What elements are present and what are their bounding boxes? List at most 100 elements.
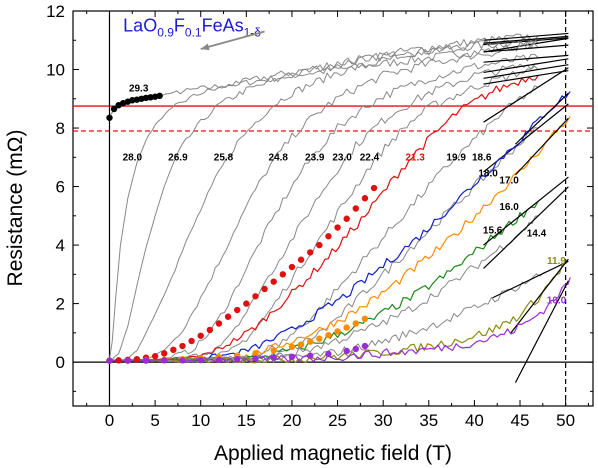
curve-label-14-4: 14.4 bbox=[527, 228, 547, 239]
x-ticks: 0 5 10 15 20 25 30 35 40 45 50 bbox=[86, 11, 589, 430]
marker-3-4 bbox=[179, 357, 186, 364]
marker-1-14 bbox=[234, 306, 241, 314]
curve-19-9 bbox=[109, 85, 539, 363]
marker-3-8 bbox=[252, 355, 259, 362]
marker-1-23 bbox=[316, 241, 323, 249]
marker-3-1 bbox=[124, 357, 131, 364]
fit-line-11 bbox=[515, 92, 569, 145]
fit-line-12 bbox=[515, 117, 569, 176]
x-tick-label-15: 15 bbox=[237, 411, 256, 430]
plot-frame bbox=[72, 10, 594, 407]
marker-1-1 bbox=[115, 357, 122, 364]
marker-2-11 bbox=[297, 341, 305, 348]
marker-2-14 bbox=[325, 331, 332, 339]
x-tick-label-30: 30 bbox=[374, 411, 393, 430]
curve-22-4 bbox=[109, 65, 539, 363]
marker-3-3 bbox=[161, 357, 168, 364]
fit-line-2 bbox=[483, 32, 569, 41]
fit-line-4 bbox=[483, 44, 569, 53]
marker-1-22 bbox=[306, 249, 314, 256]
x-tick-label-40: 40 bbox=[465, 411, 484, 430]
y-axis-title: Resistance (mΩ) bbox=[4, 130, 27, 287]
fit-line-7 bbox=[483, 64, 569, 79]
curve-label-29-3: 29.3 bbox=[129, 84, 149, 95]
marker-1-5 bbox=[151, 353, 159, 360]
marker-1-17 bbox=[261, 285, 268, 293]
curve-label-24-8: 24.8 bbox=[269, 152, 289, 163]
curve-label-15-6: 15.6 bbox=[483, 225, 503, 236]
curve-25-8 bbox=[109, 36, 539, 362]
x-axis-title: Applied magnetic field (T) bbox=[214, 442, 452, 465]
fit-line-3 bbox=[483, 35, 569, 44]
marker-1-6 bbox=[161, 350, 168, 357]
marker-1-13 bbox=[224, 313, 232, 320]
marker-3-6 bbox=[215, 356, 223, 363]
x-tick-label-0: 0 bbox=[105, 411, 114, 430]
marker-1-12 bbox=[215, 320, 223, 327]
curve-label-25-8: 25.8 bbox=[214, 152, 234, 163]
y-ticks: 0 2 4 6 8 10 12 bbox=[46, 2, 593, 392]
curve-label-19-9: 19.9 bbox=[446, 152, 466, 163]
formula-part-4: FeAs bbox=[202, 15, 244, 35]
marker-0-1 bbox=[110, 105, 118, 113]
formula-label: LaO0.9F0.1FeAs1-δ bbox=[123, 15, 261, 39]
fit-line-17 bbox=[514, 280, 569, 383]
marker-3-10 bbox=[288, 353, 296, 361]
marker-1-15 bbox=[243, 300, 250, 307]
marker-2-12 bbox=[306, 338, 314, 345]
curve-10-0 bbox=[109, 277, 571, 363]
fit-line-16 bbox=[510, 258, 569, 334]
fit-line-13 bbox=[483, 176, 569, 246]
marker-2-9 bbox=[270, 347, 277, 354]
marker-1-25 bbox=[334, 224, 341, 231]
marker-1-11 bbox=[206, 326, 214, 334]
marker-0-0 bbox=[106, 114, 113, 121]
marker-1-16 bbox=[252, 293, 259, 300]
series-markers bbox=[106, 92, 378, 364]
fit-line-15 bbox=[492, 260, 569, 299]
marker-1-9 bbox=[188, 337, 195, 345]
marker-3-11 bbox=[306, 352, 314, 359]
curve-label-11-9: 11.9 bbox=[547, 256, 566, 267]
marker-2-18 bbox=[361, 315, 369, 323]
marker-1-19 bbox=[279, 271, 287, 278]
marker-3-14 bbox=[352, 345, 360, 353]
marker-1-26 bbox=[343, 215, 350, 222]
fit-line-0 bbox=[483, 37, 569, 53]
marker-2-17 bbox=[352, 320, 360, 327]
marker-1-8 bbox=[179, 342, 186, 350]
formula-part-3: 0.1 bbox=[185, 25, 202, 39]
marker-3-0 bbox=[106, 357, 113, 364]
fit-line-14 bbox=[483, 186, 569, 269]
curve-label-22-4: 22.4 bbox=[360, 152, 380, 163]
arrow-shaft bbox=[200, 30, 265, 50]
y-tick-label-12: 12 bbox=[46, 2, 65, 21]
marker-2-16 bbox=[343, 324, 350, 331]
marker-3-5 bbox=[197, 356, 204, 364]
marker-1-18 bbox=[270, 278, 277, 285]
fit-line-5 bbox=[483, 54, 569, 63]
x-tick-label-35: 35 bbox=[419, 411, 438, 430]
marker-1-29 bbox=[370, 184, 378, 192]
marker-3-2 bbox=[142, 357, 150, 364]
curve-26-9 bbox=[109, 33, 539, 362]
curve-23-9 bbox=[109, 53, 539, 362]
formula-part-0: LaO bbox=[123, 15, 157, 35]
marker-2-10 bbox=[288, 343, 296, 351]
curve-28-0 bbox=[109, 36, 539, 360]
marker-1-10 bbox=[197, 332, 204, 339]
curve-label-23-0: 23.0 bbox=[332, 152, 352, 163]
marker-3-13 bbox=[343, 347, 350, 355]
curve-label-18-0: 18.0 bbox=[478, 168, 498, 179]
curve-label-18-6: 18.6 bbox=[472, 152, 492, 163]
formula-part-2: F bbox=[174, 15, 185, 35]
curve-label-23-9: 23.9 bbox=[305, 152, 325, 163]
marker-3-15 bbox=[361, 342, 369, 350]
marker-2-8 bbox=[252, 350, 259, 357]
curve-11-9 bbox=[109, 262, 566, 364]
marker-1-21 bbox=[297, 256, 305, 263]
curve-16-0 bbox=[109, 200, 539, 362]
curve-label-16-0: 16.0 bbox=[499, 202, 519, 213]
y-tick-label-10: 10 bbox=[46, 61, 65, 80]
